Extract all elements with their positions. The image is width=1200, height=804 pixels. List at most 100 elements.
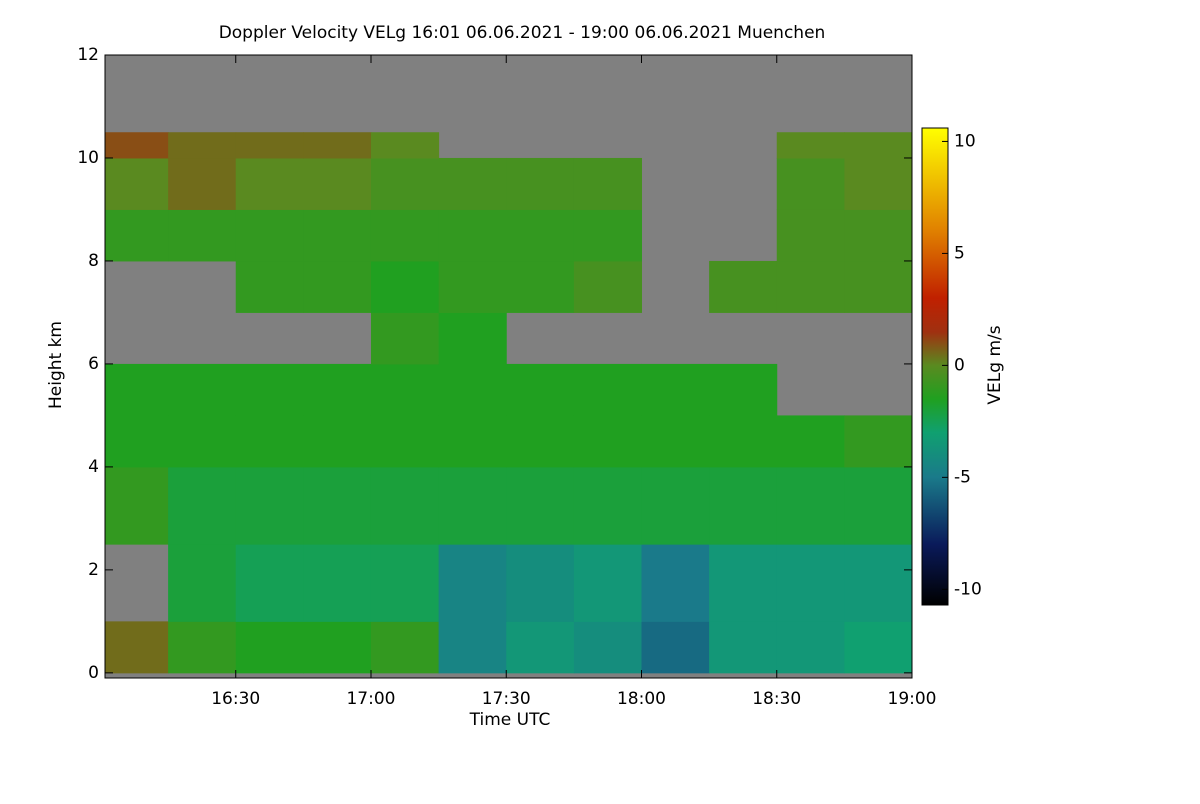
heatmap-cell: [235, 363, 304, 416]
heatmap-cell: [235, 132, 304, 159]
heatmap-cell: [709, 544, 778, 622]
colorbar-tick-label: -10: [954, 579, 982, 599]
heatmap-cell: [303, 132, 372, 159]
y-tick-label: 4: [88, 457, 99, 477]
plot-frame: [104, 54, 913, 679]
heatmap-cell: [573, 260, 642, 313]
heatmap-cell: [303, 621, 372, 674]
heatmap-cell: [776, 466, 845, 545]
heatmap-cell: [506, 415, 575, 468]
heatmap-cell: [641, 466, 710, 545]
heatmap-cell: [235, 157, 304, 210]
colorbar-label: VELg m/s: [985, 325, 1005, 404]
heatmap-cell: [506, 621, 575, 674]
colorbar-tick-label: -5: [954, 467, 971, 487]
heatmap-cell: [506, 260, 575, 313]
heatmap-cell: [438, 363, 507, 416]
heatmap-cell: [506, 209, 575, 262]
heatmap-cell: [168, 544, 237, 622]
heatmap-cell: [844, 544, 913, 622]
heatmap-cell: [844, 132, 913, 159]
heatmap-cell: [105, 209, 169, 262]
x-tick-label: 18:30: [752, 689, 801, 709]
heatmap-cell: [776, 415, 845, 468]
heatmap-cell: [303, 157, 372, 210]
heatmap-cell: [438, 415, 507, 468]
heatmap-cell: [105, 415, 169, 468]
heatmap-cell: [168, 415, 237, 468]
heatmap-cell: [641, 415, 710, 468]
heatmap-cell: [776, 544, 845, 622]
y-tick-label: 8: [88, 251, 99, 271]
x-tick-label: 17:00: [346, 689, 395, 709]
heatmap-cell: [709, 621, 778, 674]
heatmap-cell: [641, 544, 710, 622]
x-tick-label: 18:00: [617, 689, 666, 709]
heatmap-cell: [235, 466, 304, 545]
heatmap-cell: [573, 544, 642, 622]
x-axis-label: Time UTC: [469, 710, 551, 730]
heatmap-cell: [438, 621, 507, 674]
heatmap-cell: [506, 363, 575, 416]
heatmap-cell: [709, 363, 778, 416]
heatmap-cell: [776, 621, 845, 674]
heatmap-cell: [370, 209, 440, 262]
heatmap-cell: [776, 260, 845, 313]
heatmap-cell: [168, 132, 237, 159]
heatmap-cell: [370, 544, 440, 622]
heatmap-cell: [573, 621, 642, 674]
y-tick-label: 2: [88, 560, 99, 580]
heatmap-cell: [168, 363, 237, 416]
heatmap-cell: [235, 415, 304, 468]
heatmap-cell: [709, 260, 778, 313]
heatmap-cell: [776, 209, 845, 262]
heatmap-cell: [844, 260, 913, 313]
heatmap-cell: [303, 260, 372, 313]
heatmap-cell: [105, 466, 169, 545]
heatmap-cell: [235, 544, 304, 622]
heatmap-cell: [844, 621, 913, 674]
heatmap-cell: [370, 363, 440, 416]
y-axis-label: Height km: [46, 321, 66, 409]
heatmap-cell: [303, 209, 372, 262]
heatmap-cell: [303, 363, 372, 416]
heatmap-cell: [105, 621, 169, 674]
colorbar: [921, 127, 949, 606]
y-tick-label: 0: [88, 663, 99, 683]
heatmap-cell: [370, 466, 440, 545]
heatmap-cell: [573, 415, 642, 468]
heatmap-cell: [573, 466, 642, 545]
y-tick-label: 6: [88, 354, 99, 374]
colorbar-tick-label: 5: [954, 243, 965, 263]
heatmap-cell: [506, 157, 575, 210]
heatmap-cell: [235, 621, 304, 674]
chart-title: Doppler Velocity VELg 16:01 06.06.2021 -…: [219, 23, 826, 43]
heatmap-cell: [709, 415, 778, 468]
heatmap-cell: [844, 209, 913, 262]
colorbar-tick-label: 10: [954, 131, 976, 151]
heatmap-cell: [168, 466, 237, 545]
heatmap-cell: [105, 157, 169, 210]
heatmap-cell: [438, 544, 507, 622]
heatmap-cell: [573, 209, 642, 262]
y-tick-label: 12: [77, 45, 99, 65]
heatmap-cell: [168, 157, 237, 210]
heatmap-cell: [168, 209, 237, 262]
heatmap-cell: [573, 157, 642, 210]
heatmap-cell: [776, 132, 845, 159]
heatmap-cell: [506, 466, 575, 545]
heatmap-cell: [438, 466, 507, 545]
heatmap-cell: [303, 415, 372, 468]
y-tick-label: 10: [77, 148, 99, 168]
heatmap-cell: [105, 363, 169, 416]
colorbar-tick-label: 0: [954, 355, 965, 375]
heatmap-cell: [641, 621, 710, 674]
x-tick-label: 19:00: [888, 689, 937, 709]
heatmap-cell: [370, 157, 440, 210]
heatmap-cell: [168, 621, 237, 674]
heatmap-cell: [370, 132, 440, 159]
heatmap-cell: [235, 260, 304, 313]
heatmap-cell: [573, 363, 642, 416]
heatmap-cell: [844, 415, 913, 468]
